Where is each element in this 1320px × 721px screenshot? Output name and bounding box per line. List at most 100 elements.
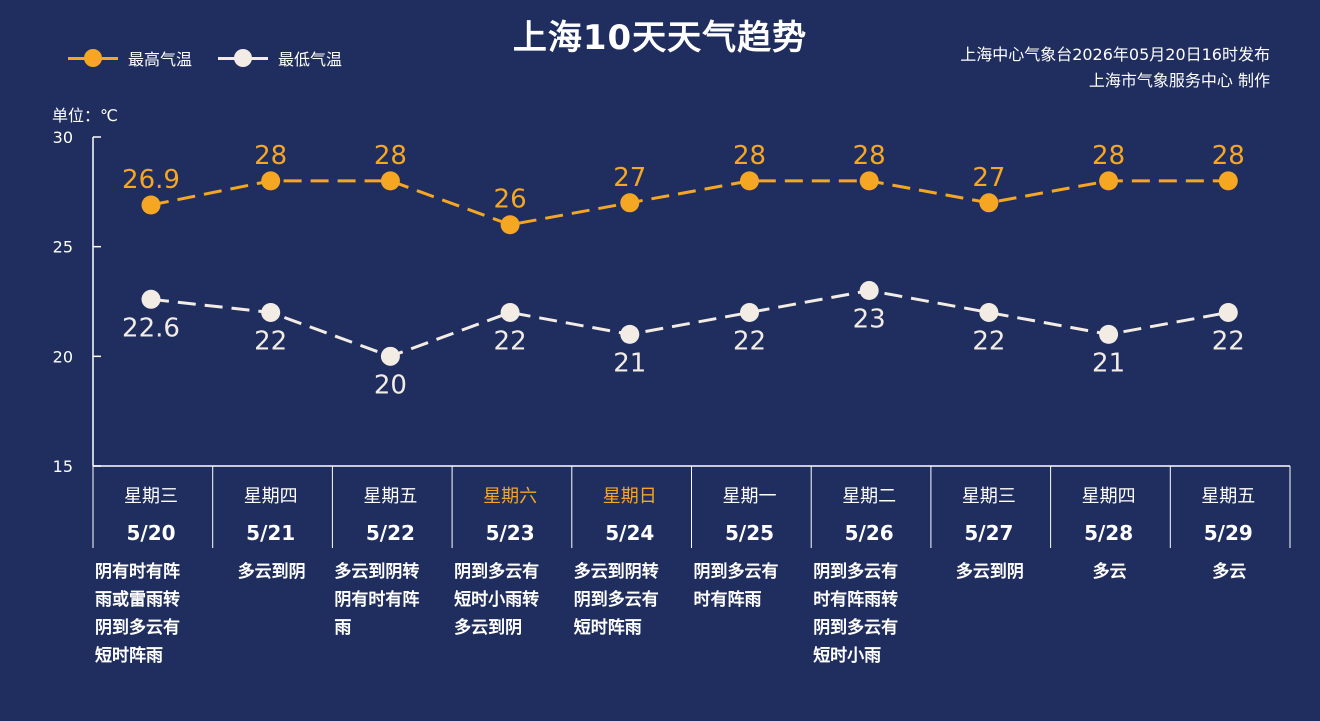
weather-desc-line: 多云到阴转 xyxy=(573,562,659,582)
weather-desc-line: 阴有时有阵 xyxy=(334,590,420,610)
high-temp-point xyxy=(500,215,520,235)
weekday-label: 星期四 xyxy=(1082,486,1136,507)
weather-desc: 阴有时有阵雨或雷雨转阴到多云有短时阵雨 xyxy=(95,558,209,670)
low-temp-point xyxy=(1099,324,1119,344)
weather-desc-line: 时有阵雨 xyxy=(693,590,762,610)
high-temp-label: 28 xyxy=(733,141,766,171)
high-temp-point xyxy=(859,171,879,191)
weather-desc-line: 阴到多云有 xyxy=(813,618,899,638)
weather-desc-line: 阴到多云有 xyxy=(454,562,540,582)
high-temp-label: 28 xyxy=(254,141,287,171)
weekday-label: 星期五 xyxy=(363,486,417,507)
weather-desc-line: 多云到阴转 xyxy=(334,562,420,582)
weather-desc: 阴到多云有短时小雨转多云到阴 xyxy=(454,558,568,642)
high-temp-label: 26.9 xyxy=(122,165,180,195)
low-temp-label: 22 xyxy=(254,326,287,356)
weather-desc-line: 阴到多云有 xyxy=(693,562,779,582)
low-temp-label: 21 xyxy=(1092,348,1125,378)
weather-desc: 阴到多云有 时有阵雨 xyxy=(694,558,808,614)
date-label: 5/26 xyxy=(845,521,894,545)
weather-desc-line: 多云 xyxy=(1092,562,1127,582)
high-temp-point xyxy=(1099,171,1119,191)
high-temp-label: 26 xyxy=(494,185,527,215)
high-temp-point xyxy=(1218,171,1238,191)
date-label: 5/21 xyxy=(246,521,295,545)
low-temp-label: 22 xyxy=(733,326,766,356)
chart-title: 上海10天天气趋势 xyxy=(512,18,808,58)
high-temp-point xyxy=(380,171,400,191)
low-temp-point xyxy=(261,302,281,322)
weather-desc-line: 阴到多云有 xyxy=(573,590,659,610)
weather-desc-line: 短时小雨 xyxy=(813,646,882,666)
weather-desc-line: 阴到多云有 xyxy=(95,618,180,638)
weekday-label: 星期三 xyxy=(962,486,1016,507)
high-temp-point xyxy=(620,193,640,213)
weekday-label: 星期四 xyxy=(244,486,298,507)
y-tick-label: 20 xyxy=(53,347,73,366)
high-temp-label: 28 xyxy=(1212,141,1245,171)
weekday-label: 星期三 xyxy=(124,486,178,507)
y-tick-label: 15 xyxy=(53,457,73,476)
weather-desc-line: 短时阵雨 xyxy=(573,618,642,638)
legend-low-swatch xyxy=(218,47,269,69)
weather-desc: 多云到阴转阴到多云有短时阵雨 xyxy=(574,558,688,642)
weather-desc-line: 多云到阴 xyxy=(237,562,306,582)
low-temp-point xyxy=(740,302,759,322)
high-temp-point xyxy=(141,195,161,215)
low-temp-label: 22 xyxy=(1212,326,1245,356)
low-temp-label: 22 xyxy=(972,326,1005,356)
weather-desc-line: 短时小雨转 xyxy=(454,590,540,610)
low-temp-point xyxy=(500,302,520,322)
date-label: 5/28 xyxy=(1084,521,1133,545)
weather-desc: 多云到阴转阴有时有阵雨 xyxy=(334,558,448,642)
legend-high-label: 最高气温 xyxy=(128,50,193,69)
weather-desc-line: 多云 xyxy=(1212,562,1247,582)
weekday-label: 星期五 xyxy=(1201,486,1255,507)
weather-desc-line: 雨或雷雨转 xyxy=(95,590,180,610)
high-temp-point xyxy=(740,171,759,191)
low-temp-label: 20 xyxy=(374,370,407,400)
weekday-label: 星期六 xyxy=(483,486,537,507)
low-temp-label: 23 xyxy=(853,305,886,335)
date-label: 5/24 xyxy=(605,521,654,545)
low-temp-point xyxy=(620,324,640,344)
weather-desc-line: 雨 xyxy=(334,618,352,638)
weather-desc: 多云到阴 xyxy=(933,558,1047,586)
legend-item-high: 最高气温 xyxy=(68,46,192,70)
weather-desc-line: 多云到阴 xyxy=(454,618,523,638)
date-label: 5/20 xyxy=(126,521,175,545)
low-temp-point xyxy=(979,302,999,322)
high-temp-label: 27 xyxy=(613,163,646,193)
date-label: 5/22 xyxy=(366,521,415,545)
legend: 最高气温 最低气温 xyxy=(68,46,368,70)
high-temp-label: 28 xyxy=(374,141,407,171)
high-temp-line xyxy=(150,179,1229,227)
y-tick-label: 25 xyxy=(53,238,73,257)
low-temp-point xyxy=(859,281,879,301)
weekday-label: 星期日 xyxy=(603,486,657,507)
low-temp-label: 22 xyxy=(494,326,527,356)
high-temp-label: 28 xyxy=(1092,141,1125,171)
date-label: 5/29 xyxy=(1204,521,1253,545)
weekday-label: 星期二 xyxy=(842,486,896,507)
high-temp-point xyxy=(261,171,281,191)
weekday-label: 星期一 xyxy=(723,486,777,507)
date-label: 5/25 xyxy=(725,521,774,545)
low-temp-line xyxy=(150,289,1229,358)
weather-desc: 阴到多云有 时有阵雨转 阴到多云有 短时小雨 xyxy=(813,558,927,670)
high-temp-label: 28 xyxy=(853,141,886,171)
weather-desc-line: 阴有时有阵 xyxy=(95,562,180,582)
legend-item-low: 最低气温 xyxy=(218,46,342,70)
low-temp-point xyxy=(1218,302,1238,322)
issuer-line-2: 上海市气象服务中心 制作 xyxy=(1088,71,1270,90)
legend-high-swatch xyxy=(68,47,118,69)
legend-low-label: 最低气温 xyxy=(278,50,343,69)
high-temp-point xyxy=(979,193,999,213)
date-label: 5/27 xyxy=(964,521,1013,545)
low-temp-point xyxy=(380,346,400,366)
low-temp-label: 22.6 xyxy=(122,313,180,343)
weather-desc-line: 短时阵雨 xyxy=(95,646,163,666)
weather-desc-line: 阴到多云有 xyxy=(813,562,899,582)
low-temp-point xyxy=(141,289,161,309)
